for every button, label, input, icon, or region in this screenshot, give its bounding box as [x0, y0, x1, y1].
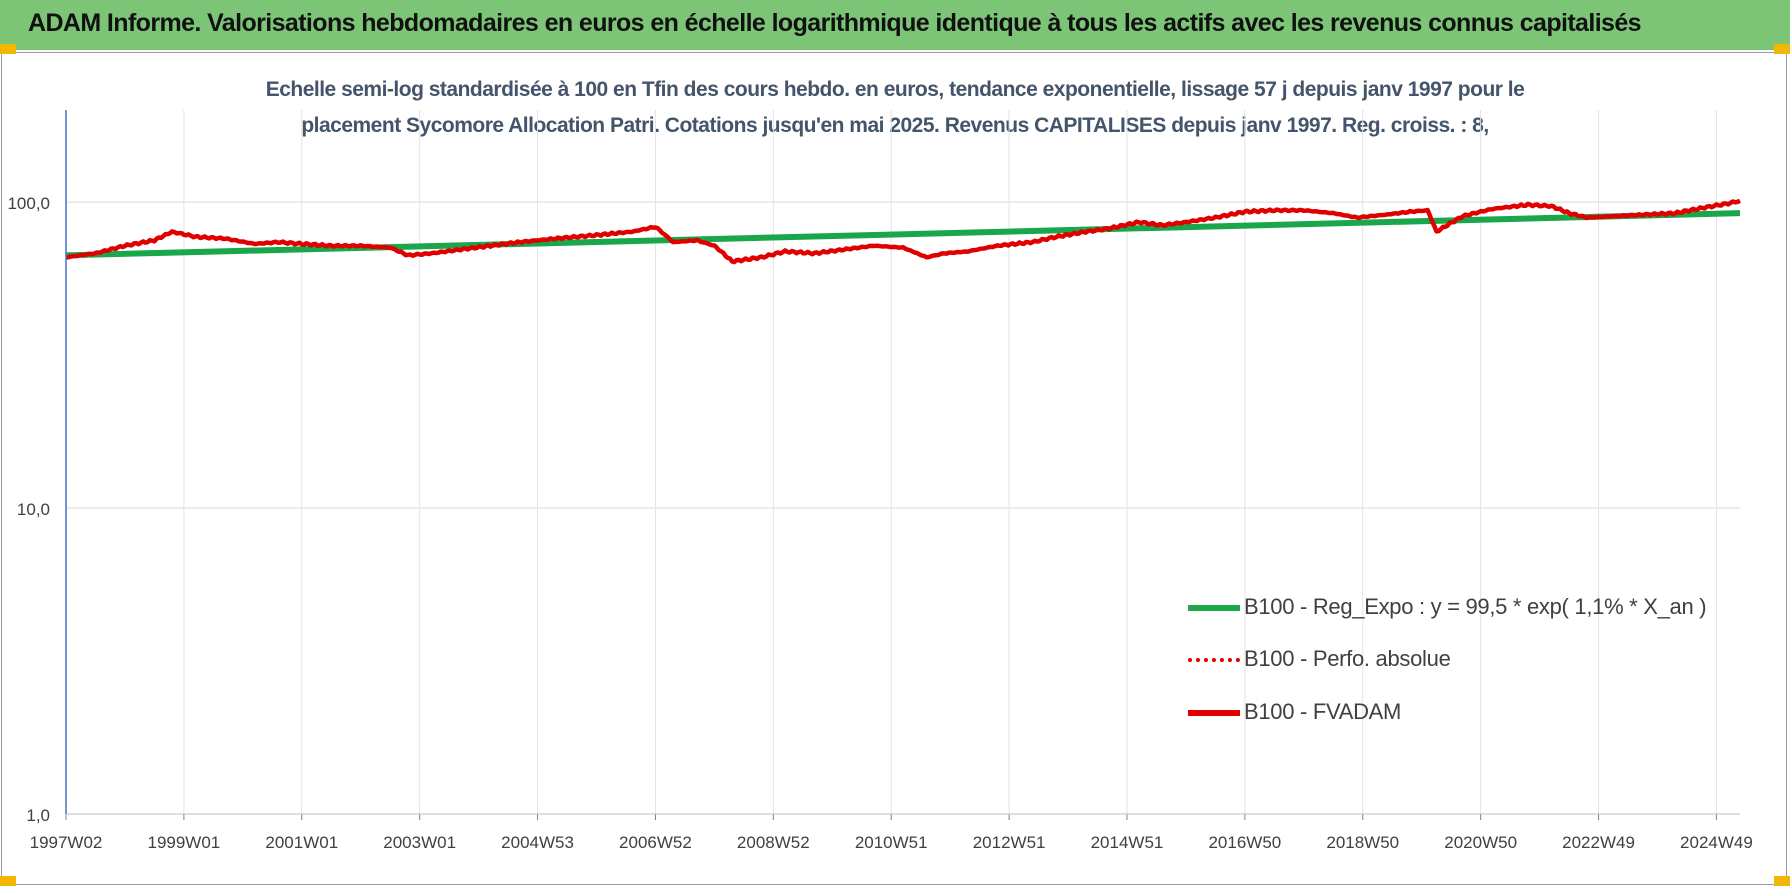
- legend-swatch-perfo: [1188, 658, 1240, 662]
- axes: 1,0 10,0 100,0 1997W02 1999W01 2001W01 2003W01…: [7, 110, 1753, 852]
- corner-marker: [0, 44, 16, 54]
- y-tick-label: 10,0: [17, 500, 50, 519]
- report-banner: ADAM Informe. Valorisations hebdomadaire…: [0, 0, 1790, 50]
- x-tick-label: 2010W51: [855, 833, 928, 852]
- y-tick-label: 1,0: [26, 806, 50, 825]
- legend-label-perfo: B100 - Perfo. absolue: [1244, 646, 1451, 671]
- chart-frame: [1, 52, 1787, 885]
- chart-title-line-1: Echelle semi-log standardisée à 100 en T…: [265, 78, 1525, 101]
- series-lines: [65, 198, 1741, 265]
- x-tick-label: 2016W50: [1208, 833, 1281, 852]
- x-tick-label: 2024W49: [1680, 833, 1753, 852]
- x-tick-label: 2018W50: [1326, 833, 1399, 852]
- x-tick-label: 2020W50: [1444, 833, 1517, 852]
- x-tick-label: 2014W51: [1091, 833, 1164, 852]
- y-tick-label: 100,0: [7, 194, 50, 213]
- x-tick-label: 2004W53: [501, 833, 574, 852]
- legend-label-regression: B100 - Reg_Expo : y = 99,5 * exp( 1,1% *…: [1244, 594, 1707, 619]
- x-tick-label: 2008W52: [737, 833, 810, 852]
- legend-swatch-fvadam: [1188, 710, 1240, 716]
- chart-title-line-2: placement Sycomore Allocation Patri. Cot…: [301, 114, 1489, 137]
- grid: [65, 110, 1740, 815]
- legend-swatch-regression: [1188, 605, 1240, 611]
- legend-label-fvadam: B100 - FVADAM: [1244, 699, 1402, 724]
- x-tick-label: 2022W49: [1562, 833, 1635, 852]
- x-tick-label: 2012W51: [973, 833, 1046, 852]
- corner-marker: [0, 876, 16, 886]
- x-tick-label: 1999W01: [147, 833, 220, 852]
- corner-marker: [1774, 44, 1790, 54]
- report-title: ADAM Informe. Valorisations hebdomadaire…: [28, 9, 1642, 37]
- x-tick-label: 1997W02: [30, 833, 103, 852]
- x-tick-label: 2003W01: [383, 833, 456, 852]
- series-line-fvadam: [65, 198, 1741, 265]
- x-tick-label: 2001W01: [265, 833, 338, 852]
- corner-marker: [1774, 876, 1790, 886]
- x-tick-label: 2006W52: [619, 833, 692, 852]
